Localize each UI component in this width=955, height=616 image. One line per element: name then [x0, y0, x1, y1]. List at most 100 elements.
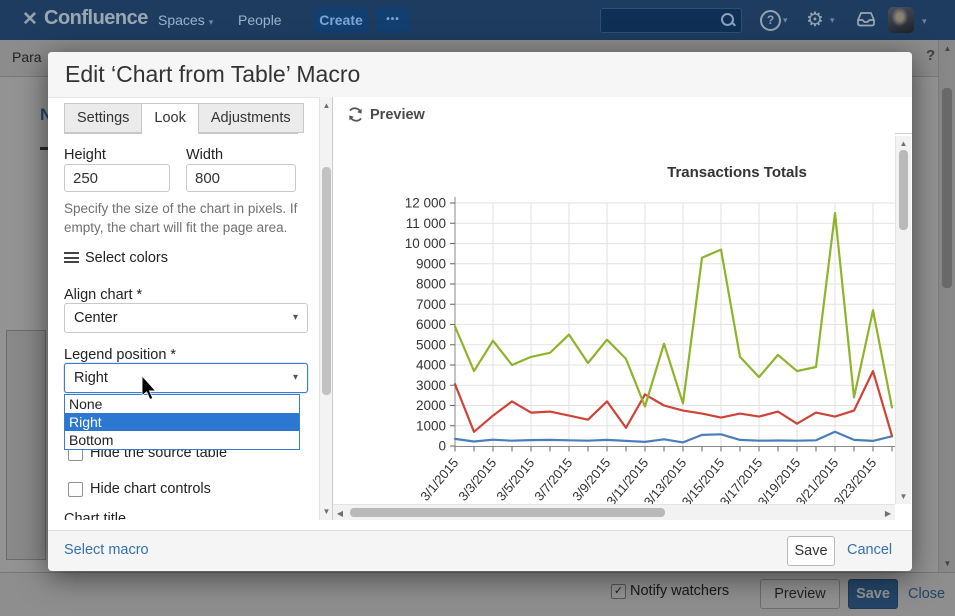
chevron-down-icon: ▾ [922, 16, 927, 26]
nav-spaces[interactable]: Spaces ▾ [158, 12, 214, 28]
dialog-title: Edit ‘Chart from Table’ Macro [65, 61, 361, 87]
legend-position-value: Right [74, 370, 108, 386]
tab-adjustments[interactable]: Adjustments [198, 103, 304, 133]
svg-text:3/1/2015: 3/1/2015 [417, 455, 461, 503]
legend-position-label: Legend position * [64, 347, 177, 363]
scroll-thumb[interactable] [350, 508, 665, 517]
svg-text:5000: 5000 [416, 337, 446, 352]
page-close-link[interactable]: Close [908, 586, 946, 602]
scroll-down-icon[interactable]: ▼ [322, 507, 331, 516]
dialog-tabs: Settings Look Adjustments [64, 103, 304, 134]
legend-position-options: None Right Bottom [64, 394, 300, 450]
create-button[interactable]: Create [314, 7, 368, 33]
svg-text:4000: 4000 [416, 358, 446, 373]
transactions-chart: 0 1000 2000 3000 4000 5000 6000 7000 8000 9000 10 … [405, 164, 895, 504]
select-caret-icon: ▾ [292, 312, 298, 323]
macro-editor-dialog: Edit ‘Chart from Table’ Macro Settings Lo… [48, 52, 912, 571]
notifications-icon[interactable] [855, 10, 877, 33]
scroll-thumb[interactable] [322, 167, 331, 395]
hide-chart-controls-checkbox[interactable] [68, 482, 83, 497]
svg-text:10 000: 10 000 [405, 236, 446, 251]
width-input[interactable] [186, 164, 296, 192]
page-scrollbar[interactable]: ▲ ▼ [938, 40, 955, 572]
nav-people[interactable]: People [238, 12, 282, 28]
page-save-button[interactable]: Save [848, 579, 898, 609]
select-caret-icon: ▾ [292, 372, 298, 383]
dialog-footer: Select macro Save Cancel [48, 530, 912, 571]
scroll-down-icon[interactable]: ▼ [899, 492, 908, 501]
more-menu-button[interactable]: ••• [376, 7, 410, 33]
scroll-thumb[interactable] [942, 88, 952, 288]
tab-settings[interactable]: Settings [64, 103, 143, 133]
height-input[interactable] [64, 164, 170, 192]
svg-text:3000: 3000 [416, 378, 446, 393]
scroll-thumb[interactable] [899, 150, 908, 230]
notify-watchers-label: Notify watchers [630, 583, 730, 599]
chart-title: Transactions Totals [667, 164, 807, 181]
mouse-cursor [141, 375, 157, 404]
scroll-up-icon[interactable]: ▲ [322, 101, 331, 110]
svg-text:3/7/2015: 3/7/2015 [531, 455, 575, 503]
align-chart-value: Center [74, 310, 118, 326]
align-chart-label: Align chart * [64, 287, 143, 303]
scroll-right-icon[interactable]: ▶ [884, 509, 892, 518]
legend-option-right[interactable]: Right [65, 413, 299, 431]
editor-footer-bar: ✓ Notify watchers Preview Save Close [0, 572, 955, 616]
panel-scrollbar[interactable]: ▲ ▼ [319, 97, 333, 520]
chart-preview: 0 1000 2000 3000 4000 5000 6000 7000 8000 9000 10 … [333, 133, 895, 504]
svg-text:3/5/2015: 3/5/2015 [493, 455, 537, 503]
panel-divider [332, 97, 333, 520]
preview-horizontal-scrollbar[interactable]: ◀ ▶ [333, 504, 895, 520]
search-icon [721, 13, 734, 26]
confluence-logo-icon: ✕ [22, 9, 38, 30]
svg-text:1000: 1000 [416, 418, 446, 433]
table-fragment [6, 330, 46, 560]
width-label: Width [186, 147, 224, 163]
page-preview-button[interactable]: Preview [760, 579, 840, 609]
select-macro-link[interactable]: Select macro [64, 542, 149, 558]
svg-text:3/3/2015: 3/3/2015 [455, 455, 499, 503]
svg-text:0: 0 [438, 439, 446, 454]
legend-option-none[interactable]: None [69, 396, 103, 412]
legend-option-bottom[interactable]: Bottom [69, 432, 114, 448]
top-nav: ✕ Confluence Spaces ▾ People Create ••• ?… [0, 0, 955, 40]
paragraph-style-dropdown[interactable]: Para [12, 49, 42, 65]
select-colors-icon [64, 252, 79, 263]
preview-vertical-scrollbar[interactable]: ▲ ▼ [895, 136, 911, 504]
legend-position-select[interactable]: Right ▾ [64, 363, 308, 393]
scroll-up-icon[interactable]: ▲ [899, 139, 908, 148]
text-fragment [40, 147, 52, 150]
dialog-save-button[interactable]: Save [787, 536, 835, 566]
svg-text:6000: 6000 [416, 317, 446, 332]
avatar[interactable] [888, 7, 914, 33]
scroll-up-icon[interactable]: ▲ [943, 44, 952, 53]
chart-title-label: Chart title [64, 511, 127, 520]
svg-text:8000: 8000 [416, 277, 446, 292]
refresh-icon[interactable] [346, 105, 365, 129]
scroll-down-icon[interactable]: ▼ [943, 559, 952, 568]
svg-text:12 000: 12 000 [405, 196, 446, 211]
help-icon[interactable]: ? [760, 10, 781, 31]
confluence-logo-text[interactable]: Confluence [44, 7, 148, 29]
select-colors-link[interactable]: Select colors [85, 250, 169, 266]
svg-text:9000: 9000 [416, 256, 446, 271]
series-red [453, 370, 894, 437]
dialog-cancel-link[interactable]: Cancel [847, 542, 893, 558]
size-hint-text: Specify the size of the chart in pixels.… [64, 201, 298, 236]
chevron-down-icon: ▾ [783, 15, 788, 25]
scroll-left-icon[interactable]: ◀ [336, 509, 344, 518]
series-green [453, 211, 894, 409]
gear-icon[interactable]: ⚙ [806, 9, 824, 31]
editor-help-icon[interactable]: ? [926, 47, 936, 64]
align-chart-select[interactable]: Center ▾ [64, 303, 308, 333]
dialog-header: Edit ‘Chart from Table’ Macro [48, 52, 912, 98]
hide-chart-controls-label: Hide chart controls [90, 481, 211, 497]
search-input[interactable] [600, 8, 742, 33]
tab-look[interactable]: Look [142, 103, 199, 134]
svg-text:7000: 7000 [416, 297, 446, 312]
chevron-down-icon: ▾ [830, 15, 835, 25]
notify-watchers-checkbox[interactable]: ✓ [611, 584, 626, 599]
preview-header: Preview [333, 97, 912, 134]
